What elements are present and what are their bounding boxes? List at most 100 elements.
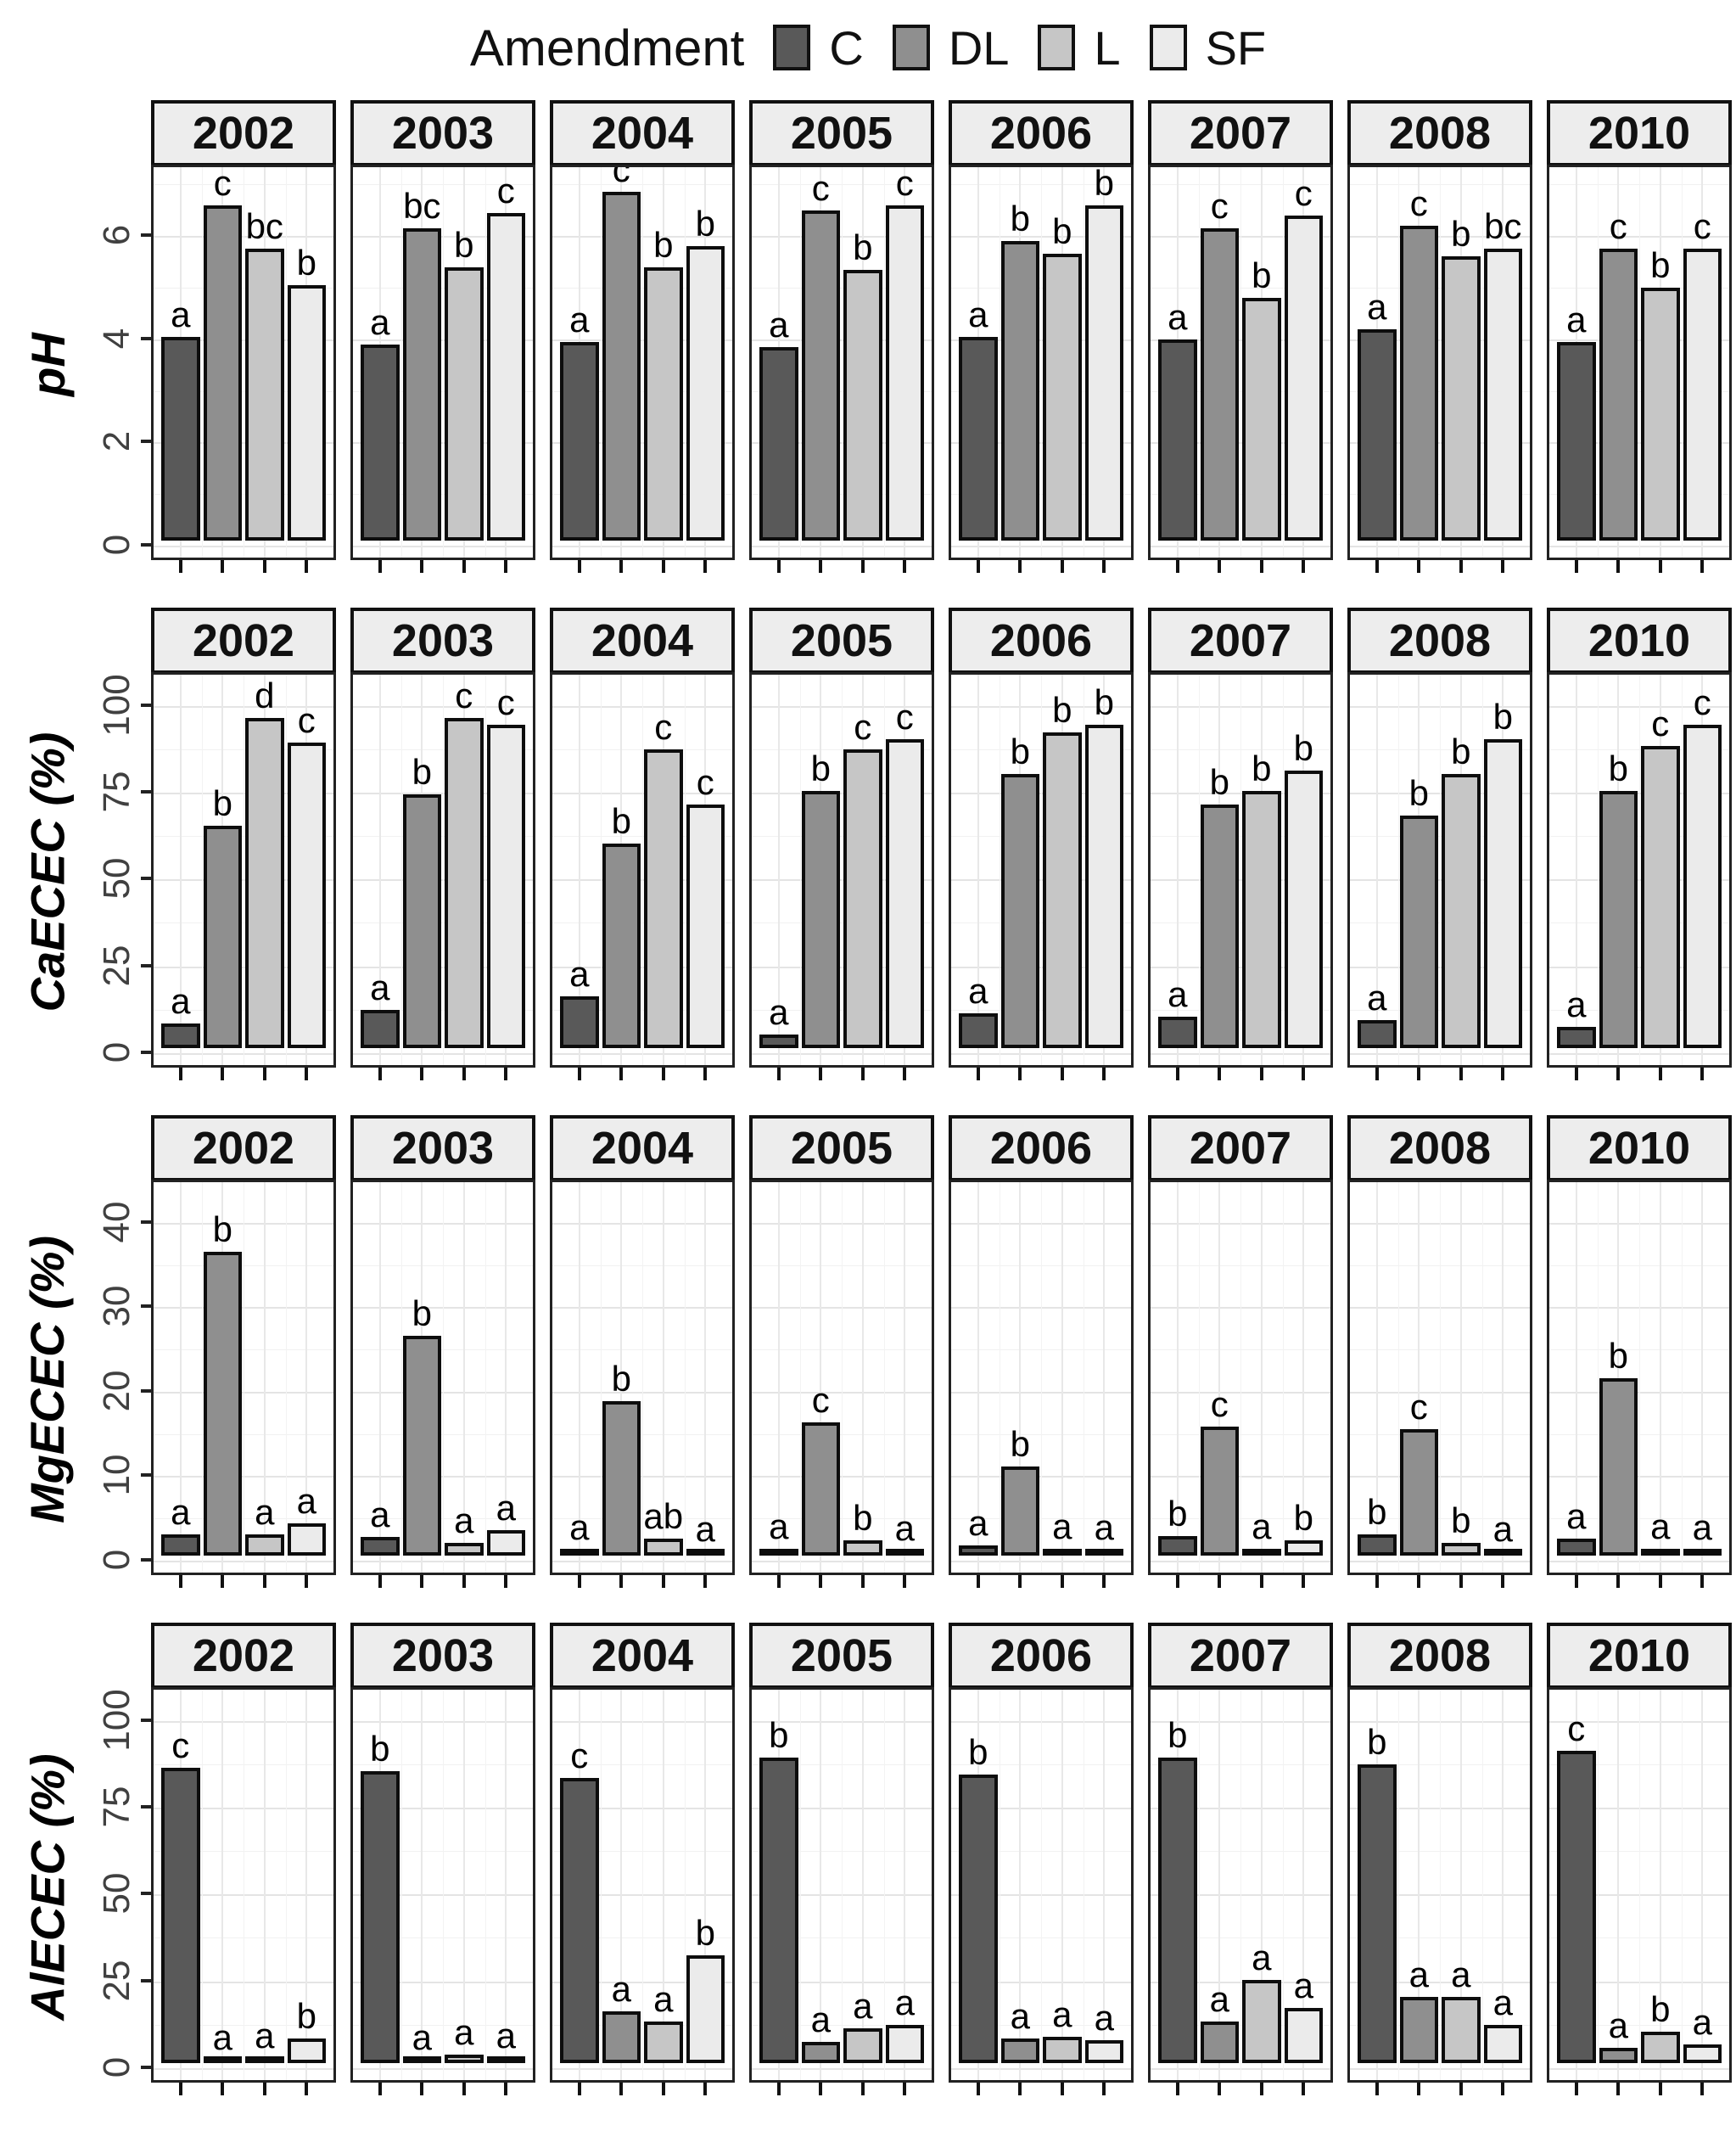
x-tick-mark: [504, 560, 508, 573]
gridline-vertical: [1659, 1182, 1661, 1573]
gridline-vertical-minor: [400, 167, 402, 558]
gridline-vertical-minor: [1282, 1182, 1284, 1573]
significance-letter: b: [212, 1209, 232, 1249]
significance-letter: b: [1293, 1498, 1313, 1539]
gridline-vertical: [1575, 675, 1577, 1065]
x-tick-mark: [1060, 560, 1064, 573]
x-tick-mark: [860, 1575, 865, 1588]
facet-header-2004: 2004: [550, 608, 735, 674]
bar-DL-2008: [1399, 815, 1438, 1048]
bar-DL-2004: [602, 843, 641, 1048]
chart-row-ph: pH 0 2 4 6 2002 a c bc b 2003 a bc b c 2004 a c b b 2005 a c b c…: [0, 100, 1736, 587]
y-tick-label-0: 0: [96, 1041, 137, 1063]
bar-DL-2005: [801, 2042, 840, 2063]
gridline-vertical-minor: [484, 675, 486, 1065]
gridline-vertical: [1218, 1690, 1221, 2080]
bar-C-2008: [1358, 1020, 1397, 1048]
gridline-vertical-minor: [484, 1182, 486, 1573]
gridline-vertical: [378, 675, 381, 1065]
bar-SF-2005: [885, 738, 924, 1048]
x-tick-mark: [420, 1575, 424, 1588]
x-tick-mark: [462, 1068, 466, 1080]
x-tick-mark: [1616, 560, 1621, 573]
significance-letter: a: [454, 2011, 474, 2052]
x-tick-mark: [1417, 2083, 1421, 2095]
x-tick-mark: [703, 2083, 708, 2095]
bar-C-2008: [1358, 1764, 1397, 2063]
significance-letter: a: [968, 971, 988, 1012]
bar-DL-2002: [203, 826, 242, 1048]
significance-letter: a: [1408, 1954, 1429, 1995]
significance-letter: b: [1094, 682, 1114, 723]
x-tick-strip: [151, 1068, 336, 1090]
bar-SF-2005: [885, 205, 924, 541]
bar-L-2008: [1442, 1997, 1481, 2063]
facet-panel-2003: 2003 b a a a: [350, 1623, 535, 2106]
bar-L-2008: [1442, 1543, 1481, 1556]
bar-DL-2008: [1399, 1997, 1438, 2063]
x-tick-mark: [1658, 1068, 1662, 1080]
facet-panel-2004: 2004 a c b b: [550, 100, 735, 584]
bar-SF-2006: [1084, 1549, 1123, 1556]
facet-header-2005: 2005: [749, 1623, 934, 1689]
gridline-vertical: [1459, 1182, 1462, 1573]
x-tick-mark: [819, 1068, 823, 1080]
bar-L-2005: [843, 1540, 882, 1556]
gridline-vertical-minor: [285, 1182, 287, 1573]
x-tick-mark: [1574, 1575, 1578, 1588]
significance-letter: a: [1094, 1507, 1114, 1548]
gridline-vertical: [1418, 1690, 1420, 2080]
gridline-vertical-minor: [1397, 1182, 1399, 1573]
x-tick-mark: [420, 1068, 424, 1080]
bar-SF-2008: [1483, 249, 1522, 541]
gridline-vertical: [861, 1690, 864, 2080]
bar-L-2002: [245, 249, 284, 541]
gridline-vertical-minor: [600, 1690, 602, 2080]
x-tick-strip: [151, 1575, 336, 1597]
gridline-vertical-minor: [285, 1690, 287, 2080]
x-tick-mark: [1218, 1575, 1222, 1588]
gridline-vertical: [505, 1690, 507, 2080]
y-tick-mark: [141, 877, 151, 881]
bar-SF-2003: [486, 1530, 525, 1556]
significance-letter: a: [171, 981, 191, 1022]
bar-C-2010: [1557, 1539, 1596, 1556]
x-tick-strip: [151, 560, 336, 582]
significance-letter: a: [255, 2015, 275, 2055]
legend-item-label: L: [1094, 20, 1121, 75]
gridline-vertical: [1375, 1182, 1378, 1573]
significance-letter: a: [569, 299, 590, 339]
bar-DL-2007: [1200, 2021, 1239, 2063]
x-tick-strip: [350, 560, 535, 582]
bar-L-2010: [1641, 745, 1680, 1048]
significance-letter: bc: [403, 185, 441, 226]
significance-letter: b: [1367, 1721, 1387, 1762]
x-tick-mark: [577, 2083, 581, 2095]
significance-letter: c: [895, 696, 914, 737]
bar-SF-2006: [1084, 205, 1123, 541]
gridline-vertical-minor: [684, 1690, 686, 2080]
x-tick-mark: [819, 560, 823, 573]
facet-header-2010: 2010: [1547, 100, 1732, 166]
bar-L-2008: [1442, 773, 1481, 1048]
x-tick-mark: [1102, 1068, 1106, 1080]
bar-C-2003: [361, 344, 400, 541]
gridline-vertical: [777, 1182, 780, 1573]
y-tick-mark: [141, 440, 151, 444]
facet-header-2008: 2008: [1347, 608, 1532, 674]
significance-letter: b: [1168, 1714, 1188, 1755]
bar-L-2007: [1242, 298, 1281, 541]
significance-letter: a: [370, 1495, 390, 1535]
x-tick-mark: [1259, 2083, 1263, 2095]
bar-DL-2006: [1000, 773, 1039, 1048]
significance-letter: b: [1650, 1989, 1671, 2030]
x-tick-mark: [976, 2083, 980, 2095]
significance-letter: a: [1168, 296, 1188, 337]
gridline-vertical-minor: [285, 167, 287, 558]
significance-letter: b: [1650, 244, 1671, 285]
bar-SF-2004: [686, 246, 725, 541]
gridline-vertical: [1019, 1182, 1022, 1573]
